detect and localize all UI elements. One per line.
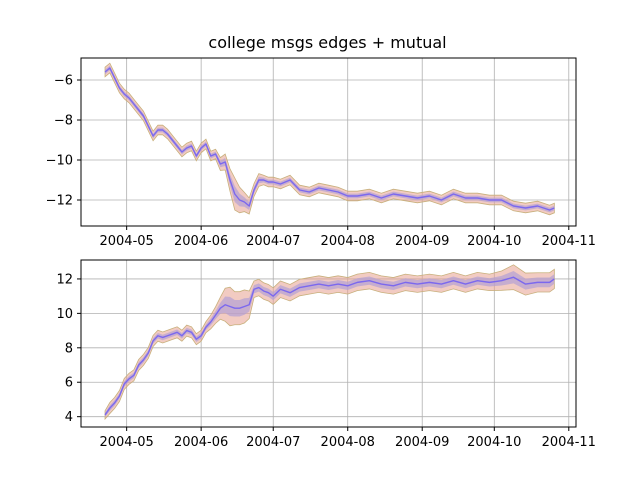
series-line	[104, 67, 555, 211]
figure-title: college msgs edges + mutual	[208, 33, 447, 52]
x-tick-label: 2004-11	[542, 435, 596, 450]
axes-frame	[80, 57, 577, 227]
x-tick-label: 2004-06	[174, 435, 228, 450]
y-tick-label: 10	[56, 307, 73, 322]
y-tick-label: 12	[56, 272, 73, 287]
bottom-subplot: 2004-05 2004-06 2004-07 2004-08 2004-09 2004-…	[56, 259, 596, 450]
x-tick-label: 2004-06	[174, 234, 228, 249]
y-tick-label: 4	[65, 410, 73, 425]
y-tick-label: −12	[46, 194, 73, 209]
x-tick-label: 2004-07	[246, 234, 300, 249]
axes-frame	[80, 259, 577, 428]
series-line	[104, 276, 555, 416]
x-tick-label: 2004-09	[395, 234, 449, 249]
x-tick-label: 2004-05	[99, 435, 153, 450]
x-tick-label: 2004-10	[467, 234, 521, 249]
x-tick-label: 2004-09	[395, 435, 449, 450]
y-tick-label: 6	[65, 376, 73, 391]
y-tick-label: −8	[54, 114, 73, 129]
confidence-band-outer	[104, 264, 555, 421]
y-tick-label: 8	[65, 341, 73, 356]
x-tick-label: 2004-10	[467, 435, 521, 450]
y-tick-label: −6	[54, 74, 73, 89]
x-tick-label: 2004-05	[99, 234, 153, 249]
x-tick-label: 2004-11	[542, 234, 596, 249]
x-tick-label: 2004-07	[246, 435, 300, 450]
x-tick-label: 2004-08	[321, 435, 375, 450]
y-tick-label: −10	[46, 154, 73, 169]
confidence-band-outer	[104, 62, 555, 216]
x-tick-label: 2004-08	[321, 234, 375, 249]
top-subplot: 2004-05 2004-06 2004-07 2004-08 2004-09 2004-…	[46, 57, 596, 249]
